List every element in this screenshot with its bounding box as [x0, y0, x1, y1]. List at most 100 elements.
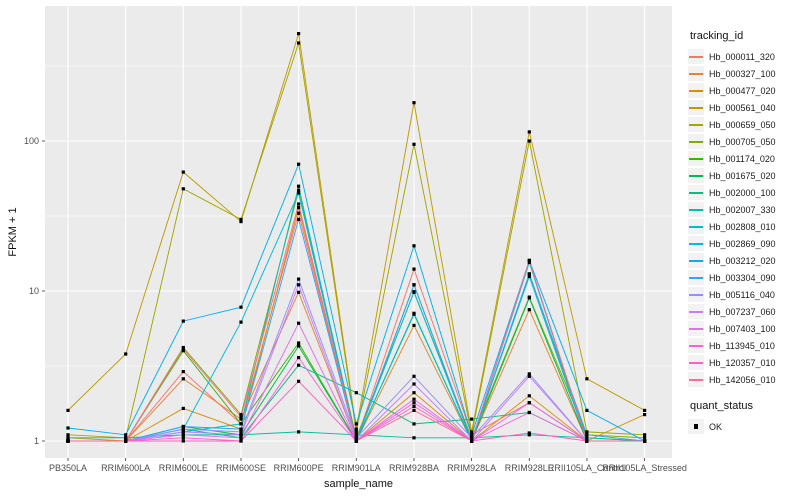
data-point [354, 422, 358, 426]
data-point [470, 433, 474, 437]
legend-item-label: Hb_002000_100 [709, 187, 776, 198]
legend-item-label: Hb_000327_100 [709, 68, 776, 79]
data-point [527, 410, 531, 415]
data-point [297, 430, 301, 434]
data-point [66, 436, 70, 440]
y-tick-label: 100 [24, 136, 39, 146]
legend-line-icon [689, 379, 703, 381]
panel-background [45, 6, 672, 458]
legend-key-box [688, 168, 704, 183]
legend-line-icon [689, 56, 703, 58]
x-tick-label: RRII105LA_Control [548, 463, 626, 473]
data-point [354, 439, 358, 443]
legend-line-icon [689, 328, 703, 330]
x-tick-label: RRIM600PE [274, 463, 324, 473]
legend-item-label: Hb_007237_060 [709, 306, 776, 317]
legend-item-label: Hb_001675_020 [709, 170, 776, 181]
data-point [412, 267, 416, 271]
x-tick-label: RRIM600LA [101, 463, 150, 473]
data-point [181, 377, 185, 381]
legend-line-icon [689, 209, 703, 211]
legend-key-box [688, 304, 704, 319]
legend-item: Hb_001174_020 [688, 150, 798, 167]
point-square-icon [693, 424, 699, 429]
legend-key-box [688, 253, 704, 268]
data-point [297, 341, 301, 345]
data-point [239, 433, 243, 437]
data-point [239, 220, 243, 224]
legend-item: Hb_005116_040 [688, 286, 798, 303]
data-point [643, 436, 647, 440]
data-point [412, 404, 416, 408]
data-point [354, 427, 358, 431]
legend-line-icon [689, 345, 703, 347]
legend-item-label: Hb_002808_010 [709, 221, 776, 232]
data-point [412, 397, 416, 401]
y-tick-label: 10 [29, 286, 39, 296]
data-point [239, 422, 243, 426]
data-point [527, 433, 531, 437]
data-point [412, 436, 416, 440]
data-point [527, 130, 531, 134]
data-point [527, 260, 531, 265]
data-point [297, 188, 301, 192]
legend-item-label: Hb_001174_020 [709, 153, 775, 164]
legend-item: Hb_113945_010 [688, 337, 798, 354]
legend-key-box [688, 419, 704, 434]
data-point [354, 436, 358, 440]
data-point [297, 211, 301, 215]
legend-item: Hb_000705_050 [688, 133, 798, 150]
data-points [66, 32, 647, 443]
legend-line-icon [689, 260, 703, 262]
legend-line-icon [689, 90, 703, 92]
x-tick-label: RRIM600LE [159, 463, 208, 473]
legend-key-box [688, 117, 704, 132]
data-point [527, 308, 531, 312]
data-point [181, 439, 185, 443]
data-point [412, 244, 416, 248]
data-point [239, 305, 243, 309]
legend-line-icon [689, 243, 703, 245]
legend-line-icon [689, 107, 703, 109]
data-point [527, 258, 531, 262]
data-point [297, 162, 301, 166]
legend-item-label: Hb_002869_090 [709, 238, 776, 249]
data-point [297, 290, 301, 294]
x-tick-label: RRIM600SE [216, 463, 266, 473]
legend-item: Hb_003212_020 [688, 252, 798, 269]
data-point [239, 217, 243, 221]
legend-line-icon [689, 175, 703, 177]
data-point [181, 436, 185, 440]
legend-line-icon [689, 192, 703, 194]
legend-item: Hb_142056_010 [688, 371, 798, 388]
data-point [239, 439, 243, 443]
data-point [354, 430, 358, 434]
legend-key-box [688, 372, 704, 387]
legend-panel: tracking_id Hb_000011_320 Hb_000327_100 Hb… [688, 30, 798, 435]
data-point [124, 352, 128, 356]
data-point [181, 406, 185, 410]
minor-gridlines [45, 65, 672, 367]
x-tick-label: RRIM928LA [447, 463, 496, 473]
legend-line-icon [689, 362, 703, 364]
legend-line-icon [689, 294, 703, 296]
legend-title-tracking-id: tracking_id [690, 30, 744, 42]
legend-item-label: Hb_007403_100 [709, 323, 776, 334]
legend-line-icon [689, 124, 703, 126]
axis-ticks: 1 10 100 PB350LA RRIM600LA RRIM600LE RRIM600SE… [24, 136, 687, 473]
data-point [412, 101, 416, 105]
data-point [643, 413, 647, 417]
data-point [585, 430, 589, 434]
data-point [124, 436, 128, 440]
legend-item-label: Hb_000477_020 [709, 85, 776, 96]
legend-key-box [688, 338, 704, 353]
data-point [412, 283, 416, 287]
legend-item: Hb_001675_020 [688, 167, 798, 184]
data-point [354, 433, 358, 437]
data-point [297, 356, 301, 360]
legend-color-items: Hb_000011_320 Hb_000327_100 Hb_000477_020 H… [688, 48, 798, 388]
data-point [239, 427, 243, 431]
data-point [66, 408, 70, 412]
data-point [643, 439, 647, 443]
